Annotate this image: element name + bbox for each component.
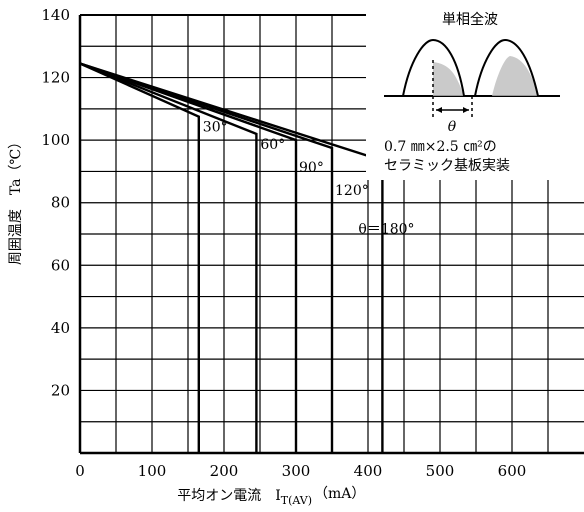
x-tick-label: 400 xyxy=(354,462,383,480)
y-tick-label: 100 xyxy=(41,131,70,149)
x-axis-unit: （mA） xyxy=(314,486,365,502)
x-axis-label: 平均オン電流 IT(AV) xyxy=(177,488,312,507)
y-tick-label: 140 xyxy=(41,6,70,24)
x-tick-label: 500 xyxy=(426,462,455,480)
inset-note-line2: セラミック基板実装 xyxy=(384,157,510,174)
series-line xyxy=(79,62,200,453)
y-tick-label: 120 xyxy=(41,69,70,87)
tick-labels: 0 100 200 300 400 500 600 20 40 60 80 100 120 140 xyxy=(41,6,526,480)
inset-background xyxy=(366,0,584,180)
y-tick-label: 80 xyxy=(51,194,70,212)
y-axis-label: 周囲温度 Ta（℃） xyxy=(8,135,24,265)
inset-title: 単相全波 xyxy=(442,11,498,28)
y-tick-label: 60 xyxy=(51,256,70,274)
y-tick-label: 20 xyxy=(51,381,70,399)
series-labels: 30° 60° 90° 120° θ＝180° xyxy=(203,120,415,238)
inset-theta-label: θ xyxy=(448,119,457,135)
series-line xyxy=(79,62,384,453)
inset-panel: 単相全波 θ 0.7 ㎜×2.5 ㎝²の セラミック基板実装 xyxy=(366,0,584,180)
x-axis-label-main: 平均オン電流 I xyxy=(177,488,281,504)
series-label: θ＝180° xyxy=(358,221,414,237)
x-tick-label: 100 xyxy=(138,462,167,480)
series-line xyxy=(79,62,258,453)
series-label: 90° xyxy=(299,160,324,176)
y-tick-label: 40 xyxy=(51,319,70,337)
x-tick-label: 300 xyxy=(282,462,311,480)
series-label: 120° xyxy=(335,183,369,199)
curves xyxy=(79,62,384,453)
series-label: 60° xyxy=(260,137,285,153)
x-axis-label-sub: T(AV) xyxy=(281,494,312,507)
x-tick-label: 0 xyxy=(75,462,85,480)
inset-note-line1: 0.7 ㎜×2.5 ㎝²の xyxy=(384,139,497,155)
series-line xyxy=(79,62,298,453)
series-label: 30° xyxy=(203,120,228,136)
x-tick-label: 600 xyxy=(498,462,527,480)
waveform-icon xyxy=(384,38,560,118)
x-tick-label: 200 xyxy=(210,462,239,480)
